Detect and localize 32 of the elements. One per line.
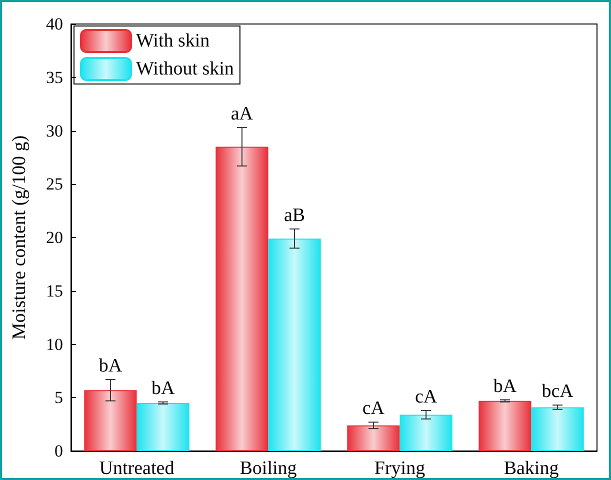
data-label: cA [414,386,438,408]
y-tick-label: 40 [46,14,63,34]
x-tick-label: Boiling [240,458,298,479]
y-tick-label: 20 [46,228,63,247]
data-label: bcA [542,381,574,402]
data-label: aB [284,204,306,226]
y-tick-label: 15 [46,281,63,300]
x-tick-label: Frying [374,458,426,479]
bar [400,414,452,451]
bar [347,425,400,451]
x-tick-label: Untreated [99,458,175,479]
bar [268,238,321,451]
legend-label: With skin [136,30,210,52]
y-tick-label: 10 [46,334,63,354]
bar [531,407,584,451]
data-label: aA [230,103,254,124]
y-tick-label: 0 [54,442,63,460]
y-axis-title: Moisture content (g/100 g) [9,135,30,340]
y-tick-label: 5 [54,388,63,408]
x-tick-label: Baking [504,458,560,479]
y-tick-label: 30 [46,121,63,140]
data-label: bA [151,378,175,399]
legend-label: Without skin [136,58,234,80]
bar [216,146,268,451]
data-label: cA [362,398,385,420]
bar [136,402,190,451]
bar [478,400,532,451]
data-label: bA [493,376,517,397]
y-tick-label: 35 [46,68,63,87]
bar [84,390,137,451]
y-tick-label: 25 [46,174,63,194]
data-label: bA [98,355,122,376]
